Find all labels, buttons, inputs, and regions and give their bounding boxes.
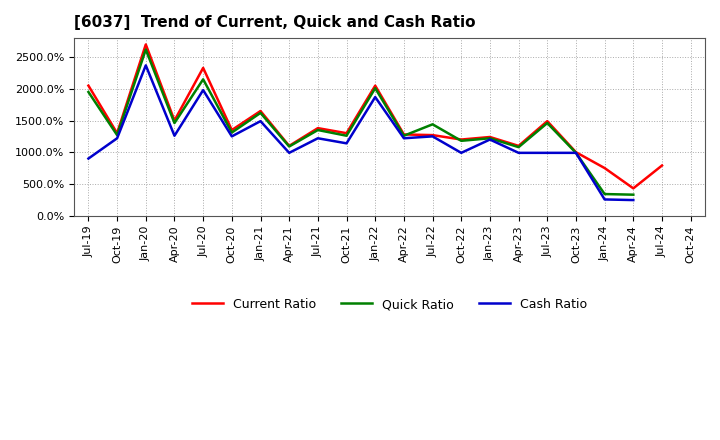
Current Ratio — [228, 128, 236, 133]
Current Ratio — [400, 132, 408, 137]
Current Ratio — [371, 83, 379, 88]
Current Ratio — [457, 137, 466, 142]
Current Ratio — [313, 125, 322, 131]
Quick Ratio — [629, 192, 638, 197]
Cash Ratio — [457, 150, 466, 155]
Current Ratio — [629, 186, 638, 191]
Cash Ratio — [228, 134, 236, 139]
Quick Ratio — [199, 77, 207, 82]
Quick Ratio — [228, 130, 236, 135]
Cash Ratio — [400, 136, 408, 141]
Current Ratio — [514, 143, 523, 149]
Current Ratio — [256, 108, 265, 114]
Cash Ratio — [629, 198, 638, 203]
Quick Ratio — [485, 136, 494, 141]
Cash Ratio — [199, 88, 207, 93]
Current Ratio — [428, 132, 437, 138]
Quick Ratio — [256, 110, 265, 116]
Current Ratio — [84, 83, 93, 88]
Cash Ratio — [141, 63, 150, 68]
Quick Ratio — [428, 122, 437, 127]
Current Ratio — [113, 131, 122, 136]
Legend: Current Ratio, Quick Ratio, Cash Ratio: Current Ratio, Quick Ratio, Cash Ratio — [186, 293, 593, 316]
Cash Ratio — [313, 136, 322, 141]
Quick Ratio — [371, 85, 379, 91]
Current Ratio — [141, 42, 150, 47]
Cash Ratio — [600, 197, 609, 202]
Cash Ratio — [285, 150, 294, 155]
Current Ratio — [485, 134, 494, 139]
Current Ratio — [543, 118, 552, 124]
Quick Ratio — [600, 191, 609, 197]
Quick Ratio — [342, 133, 351, 138]
Quick Ratio — [285, 144, 294, 149]
Current Ratio — [170, 118, 179, 123]
Current Ratio — [600, 165, 609, 171]
Cash Ratio — [371, 95, 379, 100]
Text: [6037]  Trend of Current, Quick and Cash Ratio: [6037] Trend of Current, Quick and Cash … — [74, 15, 476, 30]
Cash Ratio — [514, 150, 523, 155]
Cash Ratio — [113, 136, 122, 141]
Current Ratio — [285, 143, 294, 149]
Current Ratio — [657, 163, 666, 168]
Cash Ratio — [342, 141, 351, 146]
Cash Ratio — [84, 156, 93, 161]
Quick Ratio — [141, 47, 150, 52]
Quick Ratio — [572, 150, 580, 155]
Quick Ratio — [84, 89, 93, 95]
Cash Ratio — [428, 134, 437, 139]
Line: Quick Ratio: Quick Ratio — [89, 50, 634, 194]
Quick Ratio — [113, 132, 122, 138]
Quick Ratio — [170, 121, 179, 126]
Quick Ratio — [400, 133, 408, 138]
Quick Ratio — [313, 128, 322, 133]
Quick Ratio — [514, 144, 523, 150]
Line: Cash Ratio: Cash Ratio — [89, 66, 634, 200]
Cash Ratio — [170, 133, 179, 138]
Cash Ratio — [256, 118, 265, 124]
Cash Ratio — [572, 150, 580, 155]
Quick Ratio — [543, 121, 552, 126]
Current Ratio — [342, 131, 351, 136]
Cash Ratio — [543, 150, 552, 155]
Current Ratio — [199, 65, 207, 70]
Cash Ratio — [485, 137, 494, 142]
Line: Current Ratio: Current Ratio — [89, 44, 662, 188]
Current Ratio — [572, 150, 580, 155]
Quick Ratio — [457, 138, 466, 143]
